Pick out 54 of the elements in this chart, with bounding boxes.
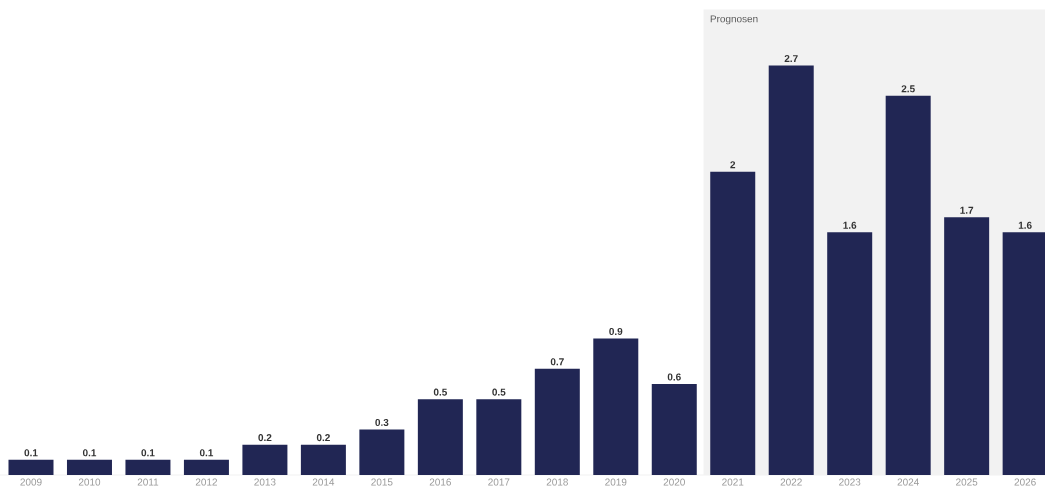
- x-tick-label: 2012: [195, 478, 218, 486]
- band-label: Prognosen: [710, 15, 758, 25]
- bar: [768, 65, 814, 475]
- data-label: 0.5: [433, 388, 447, 396]
- bar: [417, 399, 463, 475]
- data-label: 0.2: [258, 434, 272, 442]
- data-label: 0.1: [199, 449, 214, 457]
- data-label: 0.7: [550, 358, 564, 366]
- x-tick-label: 2025: [956, 478, 978, 486]
- x-tick-label: 2018: [546, 478, 568, 486]
- bar: [534, 368, 580, 475]
- bar: [242, 444, 288, 475]
- x-tick-label: 2015: [371, 478, 393, 486]
- data-label: 1.6: [843, 221, 857, 229]
- x-tick-label: 2011: [137, 478, 159, 486]
- x-tick-label: 2020: [663, 478, 685, 486]
- x-tick-label: 2022: [780, 478, 802, 486]
- bar: [710, 171, 756, 475]
- data-label: 0.5: [492, 388, 506, 396]
- bar: [885, 95, 931, 475]
- x-tick-label: 2013: [254, 478, 276, 486]
- data-label: 0.1: [82, 449, 97, 457]
- data-label: 1.6: [1018, 221, 1032, 229]
- bar: [476, 399, 522, 475]
- data-label: 2: [730, 161, 736, 169]
- data-label: 0.9: [609, 327, 623, 335]
- x-tick-label: 2017: [488, 478, 510, 486]
- bar: [827, 232, 873, 475]
- x-tick-label: 2024: [897, 478, 919, 486]
- data-label: 0.6: [667, 373, 681, 381]
- data-label: 0.3: [375, 418, 389, 426]
- data-label: 0.1: [24, 449, 38, 457]
- x-tick-label: 2016: [429, 478, 451, 486]
- x-tick-label: 2023: [839, 478, 861, 486]
- bar: [300, 444, 346, 475]
- bar: [944, 217, 990, 475]
- bar: [125, 459, 171, 475]
- data-label: 1.7: [960, 206, 974, 214]
- bar: [593, 338, 639, 475]
- data-label: 2.7: [784, 55, 798, 62]
- x-tick-label: 2009: [20, 478, 42, 486]
- bar: [66, 459, 112, 475]
- bar: [651, 384, 697, 475]
- x-tick-label: 2014: [312, 478, 335, 486]
- data-label: 0.2: [316, 434, 330, 442]
- x-tick-label: 2010: [78, 478, 101, 486]
- x-tick-label: 2026: [1014, 478, 1036, 486]
- data-label: 2.5: [901, 85, 915, 93]
- bar: [359, 429, 405, 475]
- bar: [183, 459, 229, 475]
- bar: [8, 459, 54, 475]
- data-label: 0.1: [141, 449, 155, 457]
- x-tick-label: 2021: [722, 478, 744, 486]
- x-tick-label: 2019: [605, 478, 627, 486]
